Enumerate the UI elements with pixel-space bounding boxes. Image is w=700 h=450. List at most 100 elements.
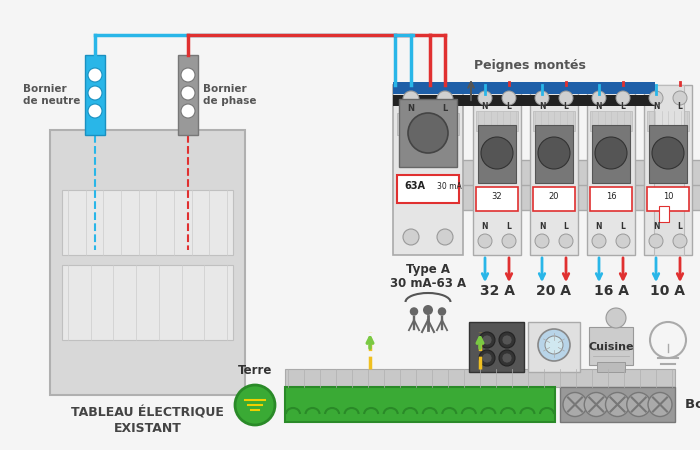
Circle shape	[535, 91, 549, 105]
Text: Peignes montés: Peignes montés	[474, 59, 586, 72]
Text: 32: 32	[491, 192, 503, 201]
Circle shape	[538, 329, 570, 361]
Bar	[393, 160, 700, 210]
Text: 10 A: 10 A	[650, 284, 685, 298]
Bar	[644, 85, 692, 255]
Bar	[478, 125, 516, 183]
Text: 10: 10	[663, 192, 673, 201]
Circle shape	[482, 335, 492, 345]
Bar	[62, 265, 233, 340]
Text: L: L	[564, 102, 568, 111]
Circle shape	[563, 392, 587, 417]
Circle shape	[538, 137, 570, 169]
Bar	[85, 55, 105, 135]
Circle shape	[88, 86, 102, 100]
Text: TABLEAU ÉLECTRIQUE
EXISTANT: TABLEAU ÉLECTRIQUE EXISTANT	[71, 407, 224, 435]
Circle shape	[559, 91, 573, 105]
Bar	[590, 111, 632, 131]
Circle shape	[478, 234, 492, 248]
Circle shape	[88, 68, 102, 82]
Circle shape	[649, 234, 663, 248]
Text: Bornier de terre: Bornier de terre	[685, 398, 700, 411]
Circle shape	[88, 104, 102, 118]
Circle shape	[482, 353, 492, 363]
Circle shape	[235, 385, 275, 425]
Bar	[473, 85, 521, 255]
Bar	[397, 175, 459, 203]
Circle shape	[592, 234, 606, 248]
Circle shape	[437, 229, 453, 245]
Text: L: L	[564, 222, 568, 231]
Bar	[654, 85, 684, 255]
Bar	[535, 125, 573, 183]
Bar	[62, 190, 233, 255]
Text: 16 A: 16 A	[594, 284, 629, 298]
Bar	[178, 55, 198, 135]
Bar	[592, 125, 630, 183]
Bar	[587, 85, 635, 255]
Bar	[560, 387, 675, 422]
Text: 30 mA-63 A: 30 mA-63 A	[390, 277, 466, 290]
Circle shape	[592, 91, 606, 105]
Text: L: L	[507, 222, 512, 231]
Circle shape	[437, 91, 453, 107]
Bar	[285, 369, 675, 387]
Text: Cuisine: Cuisine	[588, 342, 634, 352]
Circle shape	[606, 392, 629, 417]
Bar	[647, 187, 689, 211]
Circle shape	[423, 305, 433, 315]
Circle shape	[478, 91, 492, 105]
Circle shape	[626, 392, 651, 417]
Text: L: L	[621, 222, 625, 231]
Bar	[393, 95, 655, 106]
Circle shape	[584, 392, 608, 417]
Bar	[590, 187, 632, 211]
Circle shape	[606, 308, 626, 328]
Circle shape	[481, 137, 513, 169]
Circle shape	[408, 113, 448, 153]
Bar	[50, 130, 245, 395]
Circle shape	[652, 137, 684, 169]
Circle shape	[535, 234, 549, 248]
Bar	[647, 111, 689, 131]
Text: L: L	[621, 102, 625, 111]
Bar	[659, 206, 669, 222]
Circle shape	[438, 307, 447, 316]
Circle shape	[673, 91, 687, 105]
Bar	[528, 322, 580, 372]
Text: N: N	[407, 104, 414, 113]
Bar	[393, 82, 655, 94]
Circle shape	[502, 234, 516, 248]
Bar	[393, 85, 463, 255]
Circle shape	[502, 353, 512, 363]
Circle shape	[616, 91, 630, 105]
Circle shape	[499, 332, 515, 348]
Text: 20: 20	[549, 192, 559, 201]
Circle shape	[545, 336, 563, 354]
Text: N: N	[539, 222, 545, 231]
Circle shape	[499, 350, 515, 366]
Bar	[530, 85, 578, 255]
Circle shape	[649, 91, 663, 105]
Bar	[285, 387, 555, 422]
Text: N: N	[652, 222, 659, 231]
Circle shape	[616, 234, 630, 248]
Bar	[533, 111, 575, 131]
Circle shape	[403, 229, 419, 245]
Bar	[399, 99, 457, 167]
Text: N: N	[482, 222, 489, 231]
Circle shape	[595, 137, 627, 169]
Circle shape	[479, 332, 495, 348]
Circle shape	[648, 392, 672, 417]
Text: Bornier
de phase: Bornier de phase	[203, 84, 256, 106]
Text: L: L	[678, 222, 682, 231]
Circle shape	[181, 68, 195, 82]
Text: Terre: Terre	[238, 364, 272, 377]
Text: 20 A: 20 A	[536, 284, 571, 298]
Circle shape	[502, 91, 516, 105]
Text: 63A: 63A	[405, 181, 426, 191]
Text: N: N	[539, 102, 545, 111]
Bar	[649, 125, 687, 183]
Text: Bornier
de neutre: Bornier de neutre	[22, 84, 80, 106]
Text: 32 A: 32 A	[480, 284, 514, 298]
